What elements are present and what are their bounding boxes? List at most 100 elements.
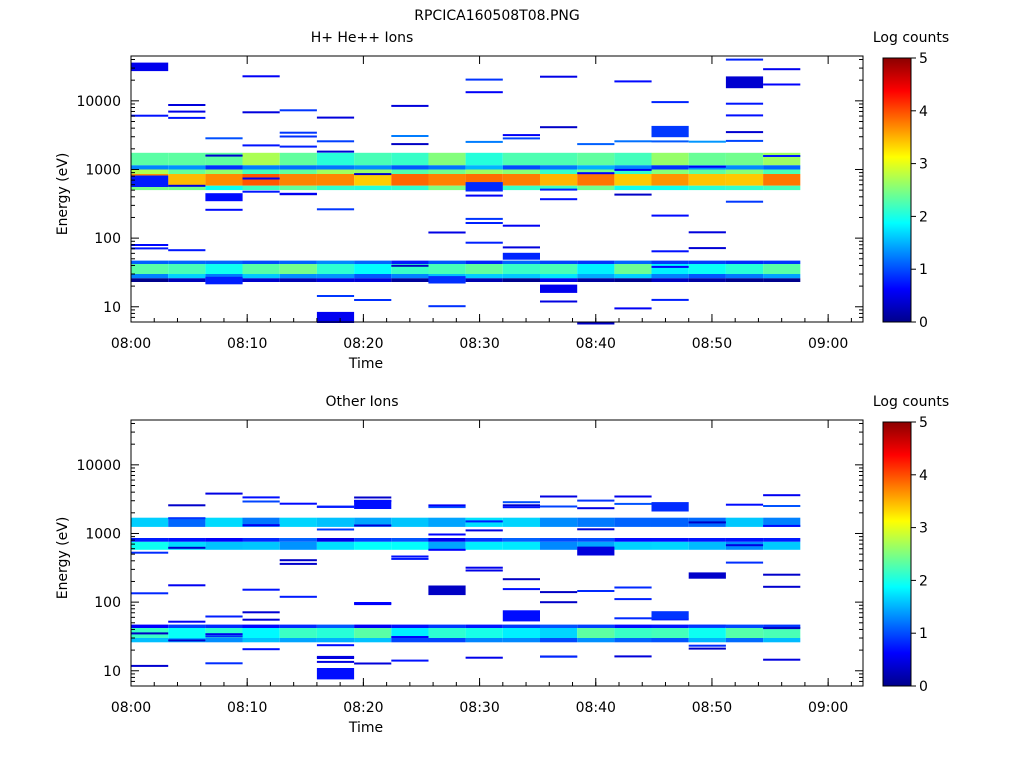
heatmap-cell [205,154,243,157]
heatmap-cell [279,165,317,170]
heatmap-cell [614,307,652,310]
y-tick-label: 1000 [85,526,121,542]
heatmap-cell [131,517,169,527]
heatmap-cell [168,174,206,186]
heatmap-cell [428,624,466,628]
heatmap-cell [242,274,280,279]
heatmap-cell [131,175,169,187]
heatmap-cell [205,169,243,174]
heatmap-cell [242,144,280,147]
heatmap-cell [205,492,243,495]
heatmap-cell [614,628,652,638]
heatmap-cell [316,140,355,143]
heatmap-cell [465,566,503,569]
y-tick-label: 10 [103,664,121,680]
heatmap-cell [577,322,615,325]
heatmap-cell [688,260,726,264]
heatmap-cell [205,517,243,527]
colorbar: Log counts 0 1 2 3 4 5 [873,394,949,695]
heatmap-cell [391,264,429,274]
heatmap-cell [651,250,689,253]
heatmap-cell [614,152,652,166]
x-tick-label: 08:50 [692,700,732,716]
heatmap-cell [651,165,689,170]
heatmap-cell [577,143,615,146]
colorbar: Log counts 0 1 2 3 4 5 [873,30,949,331]
heatmap-cell [577,507,615,510]
heatmap-cell [131,538,169,542]
heatmap-cell [465,656,503,659]
heatmap-cell [540,300,578,303]
heatmap-cell [168,264,206,274]
heatmap-cell [540,264,578,274]
heatmap-cell [465,152,503,166]
heatmap-cell [168,541,206,550]
heatmap-cell [688,140,726,143]
heatmap-cell [688,278,726,282]
heatmap-cell [354,628,392,638]
heatmap-cell [763,658,801,661]
heatmap-cell [540,624,578,628]
heatmap-cell [540,628,578,638]
heatmap-cell [465,169,503,174]
heatmap-cell [763,83,801,86]
y-tick-label: 1000 [85,162,121,178]
heatmap-cell [391,541,429,550]
heatmap-cell [725,76,764,89]
heatmap-cell [502,152,540,166]
heatmap-cell [614,260,652,264]
heatmap-cell [614,185,652,191]
heatmap-cell [428,506,466,509]
heatmap-cell [428,276,466,284]
heatmap-cell [242,648,280,651]
heatmap-cell [131,62,169,72]
heatmap-cell [205,264,243,274]
heatmap-cell [502,252,540,260]
heatmap-cell [577,628,615,638]
heatmap-cell [205,208,243,211]
x-tick-label: 08:10 [227,336,267,352]
heatmap-cell [242,624,280,628]
chart-panel-other-ions: Other Ions 08:00 08:10 08:20 08:30 08:40 08:50… [55,394,949,736]
heatmap-cell [242,628,280,638]
heatmap-cell [763,185,801,191]
heatmap-cell [651,265,689,268]
heatmap-cell [242,538,280,542]
colorbar-gradient [882,421,912,687]
y-tick-label: 10000 [76,458,121,474]
heatmap-cell [205,174,243,186]
heatmap-cell [465,165,503,170]
heatmap-cell [391,152,429,166]
heatmap-cell [540,198,578,201]
heatmap-cell [502,185,540,191]
heatmap-cell [725,538,764,542]
heatmap-cell [502,274,540,279]
x-tick-label: 09:00 [808,336,848,352]
heatmap-cell [279,260,317,264]
heatmap-cell [316,152,355,166]
heatmap-cell [316,311,355,323]
heatmap-cell [502,260,540,264]
heatmap-cell [205,628,243,638]
heatmap-cell [688,638,726,643]
heatmap-cell [316,628,355,638]
heatmap-cell [131,264,169,274]
heatmap-cell [391,260,429,264]
heatmap-cell [502,624,540,628]
heatmap-cell [391,278,429,282]
colorbar-label: Log counts [873,394,949,410]
heatmap-cell [465,278,503,282]
heatmap-cell [242,165,280,170]
heatmap-cell [465,194,503,197]
heatmap-cell [614,598,652,601]
heatmap-cell [279,174,317,186]
heatmap-cell [763,264,801,274]
heatmap-cell [428,264,466,274]
heatmap-cell [651,538,689,542]
heatmap-cell [465,140,503,143]
colorbar-tick-label: 2 [919,209,928,225]
heatmap-cell [540,638,578,643]
heatmap-cell [316,505,355,508]
